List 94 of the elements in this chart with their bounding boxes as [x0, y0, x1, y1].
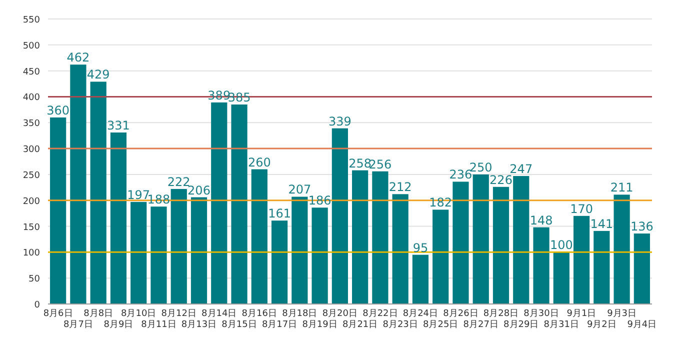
- bar: [90, 82, 106, 304]
- bar: [271, 220, 288, 304]
- bar: [412, 254, 429, 304]
- x-tick-label: 8月27日: [463, 320, 498, 330]
- y-tick-label: 250: [22, 170, 40, 181]
- bar: [211, 102, 228, 304]
- data-label: 247: [510, 162, 533, 176]
- y-tick-label: 0: [34, 300, 40, 310]
- bar: [573, 216, 590, 304]
- data-label: 170: [570, 202, 593, 216]
- x-tick-label: 8月6日: [43, 309, 73, 319]
- y-tick-label: 400: [22, 93, 40, 104]
- data-label: 95: [412, 240, 428, 255]
- x-tick-label: 8月19日: [302, 320, 338, 330]
- data-label: 206: [188, 183, 210, 198]
- x-tick-label: 8月25日: [423, 320, 458, 330]
- bar: [492, 186, 510, 304]
- bar: [513, 176, 530, 304]
- bar: [614, 194, 630, 304]
- data-label: 197: [127, 188, 150, 202]
- data-label: 211: [610, 180, 634, 195]
- bar: [332, 128, 348, 304]
- x-tick-label: 8月8日: [84, 309, 114, 319]
- x-tick-label: 9月1日: [566, 309, 596, 319]
- data-label: 260: [248, 155, 271, 170]
- bar: [452, 182, 469, 304]
- bar: [634, 234, 650, 304]
- data-label: 360: [46, 103, 70, 118]
- bar: [372, 171, 388, 304]
- bar: [392, 194, 408, 304]
- data-label: 339: [328, 114, 352, 128]
- x-tick-label: 8月28日: [483, 309, 519, 319]
- bar: [553, 252, 570, 304]
- x-tick-label: 8月15日: [222, 320, 257, 330]
- bar: [150, 206, 167, 304]
- y-tick-label: 350: [22, 119, 40, 130]
- bar: [50, 117, 66, 304]
- x-tick-label: 8月12日: [161, 309, 196, 319]
- data-label: 226: [490, 172, 512, 187]
- bar: [472, 174, 489, 304]
- bar: [190, 197, 208, 304]
- x-tick-label: 9月3日: [607, 309, 637, 319]
- x-tick-label: 8月24日: [402, 309, 438, 319]
- y-tick-label: 50: [28, 274, 40, 285]
- x-tick-label: 8月14日: [202, 309, 237, 319]
- y-tick-label: 500: [22, 41, 40, 52]
- bar: [110, 132, 127, 304]
- bar: [432, 210, 449, 304]
- x-tick-label: 8月21日: [342, 320, 378, 330]
- x-tick-label: 8月17日: [262, 320, 298, 330]
- x-tick-label: 8月9日: [104, 320, 134, 330]
- x-tick-label: 8月23日: [382, 320, 418, 330]
- x-tick-label: 8月13日: [181, 320, 217, 330]
- data-label: 256: [368, 157, 392, 172]
- y-tick-label: 100: [22, 248, 40, 259]
- x-tick-label: 8月11日: [141, 320, 176, 330]
- bar: [533, 227, 550, 304]
- bar: [292, 196, 308, 304]
- y-tick-label: 450: [22, 67, 40, 78]
- y-tick-label: 300: [22, 145, 40, 156]
- bar: [352, 170, 368, 304]
- x-tick-label: 8月7日: [63, 320, 93, 330]
- data-label: 141: [590, 216, 614, 231]
- x-tick-label: 8月18日: [282, 309, 318, 319]
- x-tick-label: 8月29日: [504, 320, 539, 330]
- x-tick-label: 8月16日: [242, 309, 277, 319]
- data-label: 136: [630, 220, 654, 234]
- x-tick-label: 8月20日: [322, 309, 358, 319]
- bar: [70, 64, 86, 304]
- data-label: 100: [550, 238, 573, 252]
- bar: [231, 104, 248, 304]
- data-label: 148: [530, 213, 553, 228]
- data-label: 429: [86, 68, 110, 82]
- x-tick-label: 8月10日: [121, 309, 156, 319]
- x-tick-label: 9月2日: [586, 320, 616, 330]
- data-label: 236: [449, 168, 472, 182]
- x-tick-label: 8月31日: [544, 320, 579, 330]
- bar: [594, 230, 610, 304]
- y-tick-label: 550: [22, 16, 40, 26]
- x-tick-label: 8月22日: [362, 309, 398, 319]
- y-tick-label: 150: [22, 222, 40, 233]
- bar: [170, 188, 187, 304]
- data-label: 331: [107, 118, 130, 132]
- bar: [312, 208, 328, 304]
- data-label: 161: [268, 206, 291, 221]
- bar: [251, 169, 268, 304]
- x-tick-label: 8月26日: [443, 309, 478, 319]
- x-tick-label: 8月30日: [524, 309, 559, 319]
- y-tick-label: 200: [22, 196, 40, 207]
- data-label: 212: [388, 180, 412, 194]
- data-label: 462: [66, 50, 90, 65]
- data-label: 207: [288, 182, 312, 197]
- x-tick-label: 9月4日: [627, 320, 657, 330]
- bar: [130, 202, 147, 304]
